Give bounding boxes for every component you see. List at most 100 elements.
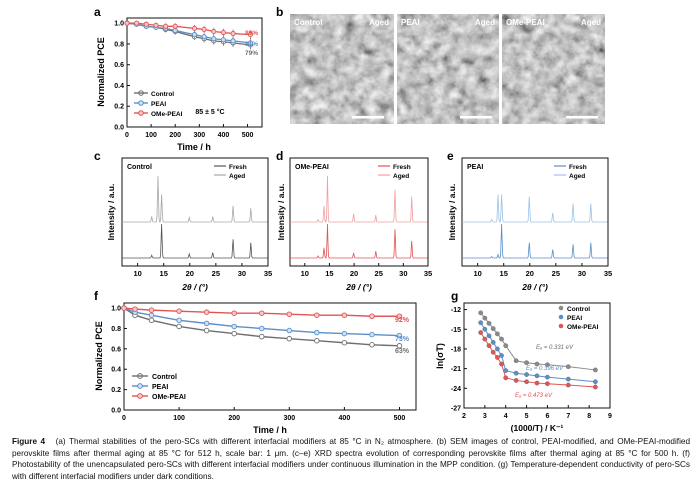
legend-label: OMe-PEAI [151, 111, 183, 118]
panel-g-plot [478, 310, 598, 390]
data-point [369, 331, 375, 338]
y-tick-label: 0.8 [114, 41, 124, 48]
panel-f-letter: f [94, 289, 99, 303]
panel-g-ea-peai: Eₐ = 0.396 eV [526, 366, 564, 372]
panel-e-legend: Fresh Aged [554, 164, 587, 180]
x-tick-label: 300 [283, 415, 295, 422]
data-point [258, 333, 265, 340]
data-point [211, 36, 217, 42]
panel-d-letter: d [276, 149, 283, 163]
panel-d-ylabel: Intensity / a.u. [276, 184, 286, 241]
x-tick-label: 200 [169, 132, 181, 139]
data-point [314, 337, 320, 344]
panel-c-sample: Control [127, 164, 152, 171]
panel-g-x-ticks: 2 3 4 5 6 7 8 9 [462, 405, 612, 420]
panel-g-ylabel: ln(σT) [435, 343, 445, 369]
legend-label: Fresh [393, 164, 411, 171]
data-point [486, 343, 492, 349]
series-line [123, 307, 400, 347]
data-point [201, 26, 207, 32]
y-tick-label: -24 [451, 386, 461, 393]
panel-e-letter: e [447, 149, 454, 163]
panel-e-xlabel: 2θ / (°) [521, 282, 548, 292]
x-tick-label: 35 [424, 269, 432, 278]
data-point [203, 327, 210, 334]
panel-a-xlabel: Time / h [177, 142, 211, 152]
data-point [486, 333, 492, 339]
data-point [201, 34, 207, 40]
data-point [286, 327, 293, 334]
data-point [121, 305, 127, 311]
data-point [203, 309, 210, 315]
data-point [231, 310, 237, 316]
data-point [153, 22, 159, 28]
x-tick-label: 8 [587, 413, 591, 420]
data-point [230, 31, 236, 37]
x-tick-label: 0 [125, 132, 129, 139]
fit-line [480, 322, 596, 383]
sem-image-state: Aged [581, 18, 601, 27]
y-tick-label: 0.6 [111, 346, 121, 353]
panel-d-sample: OMe-PEAI [295, 164, 329, 171]
x-tick-label: 15 [500, 269, 508, 278]
panel-a-end-label-control: 79% [245, 50, 258, 57]
panel-a-letter: a [94, 5, 101, 19]
data-point [513, 358, 519, 364]
x-tick-label: 6 [545, 413, 549, 420]
panel-e: e PEAI Fresh Aged Intensity / a.u. 2θ / … [447, 149, 612, 292]
data-point [341, 312, 348, 318]
data-point [545, 362, 550, 368]
panel-a-condition: 85 ± 5 °C [195, 108, 224, 116]
x-tick-label: 10 [301, 269, 309, 278]
sem-image-omepeai: OMe-PEAI Aged [502, 14, 605, 124]
x-tick-label: 15 [325, 269, 333, 278]
data-point [220, 37, 226, 43]
panel-b: b Control Aged PEAI Aged OMe-PEAI Aged [276, 5, 605, 124]
y-tick-label: 0.6 [114, 62, 124, 69]
data-point [545, 381, 550, 387]
panel-f-frame [123, 302, 417, 411]
data-point [534, 373, 540, 379]
sem-image-label: OMe-PEAI [506, 18, 545, 27]
sem-image-state: Aged [369, 18, 389, 27]
legend-label: Fresh [569, 164, 587, 171]
figure-canvas: a 0.00.20.40.60.81.0 0 100 200 300 400 500 No… [94, 5, 612, 434]
legend-label: Aged [393, 173, 409, 180]
panel-b-letter: b [276, 5, 283, 19]
data-point [499, 336, 504, 342]
x-tick-label: 4 [504, 413, 508, 420]
sem-image-label: PEAI [401, 18, 420, 27]
data-point [148, 312, 155, 318]
panel-a-frame [126, 17, 263, 128]
data-point [482, 326, 488, 332]
caption-label: Figure 4 [12, 437, 46, 446]
legend-label: PEAI [151, 101, 166, 108]
panel-f-end-label-omepeai: 92% [395, 317, 410, 324]
panel-f-ylabel: Normalized PCE [94, 321, 104, 391]
legend-label: Control [152, 374, 177, 381]
y-tick-label: 0.4 [111, 367, 121, 374]
data-point [396, 332, 403, 339]
x-tick-label: 7 [566, 413, 570, 420]
panel-g-ea-omepeai: Eₐ = 0.473 eV [515, 393, 553, 399]
series-line [123, 307, 400, 337]
data-point [172, 23, 178, 29]
x-tick-label: 0 [122, 415, 126, 422]
data-point [482, 315, 488, 321]
series-line [123, 307, 400, 317]
data-point [593, 379, 598, 385]
data-point [258, 325, 265, 332]
data-point [513, 378, 519, 383]
data-point [513, 370, 519, 376]
sem-image-peai: PEAI Aged [397, 14, 499, 124]
panel-g-letter: g [451, 289, 458, 303]
data-point [503, 375, 509, 381]
y-tick-label: 0.0 [114, 125, 124, 132]
data-point [495, 331, 500, 337]
scale-bar [460, 116, 492, 119]
xrd-trace-aged [122, 175, 268, 223]
data-point [534, 380, 540, 386]
panel-f-y-ticks: 0.0 0.2 0.4 0.6 0.8 1.0 [111, 306, 127, 415]
panel-g-xlabel: (1000/T) / K⁻¹ [511, 423, 564, 433]
data-point [148, 307, 155, 313]
